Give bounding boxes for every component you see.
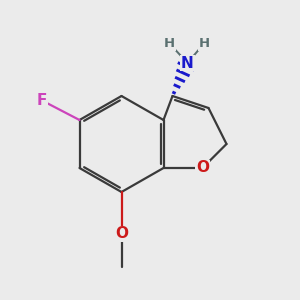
- Text: N: N: [181, 56, 194, 70]
- Text: H: H: [198, 37, 210, 50]
- Text: O: O: [196, 160, 209, 175]
- Text: F: F: [37, 93, 47, 108]
- Text: O: O: [115, 226, 128, 242]
- Text: H: H: [164, 37, 175, 50]
